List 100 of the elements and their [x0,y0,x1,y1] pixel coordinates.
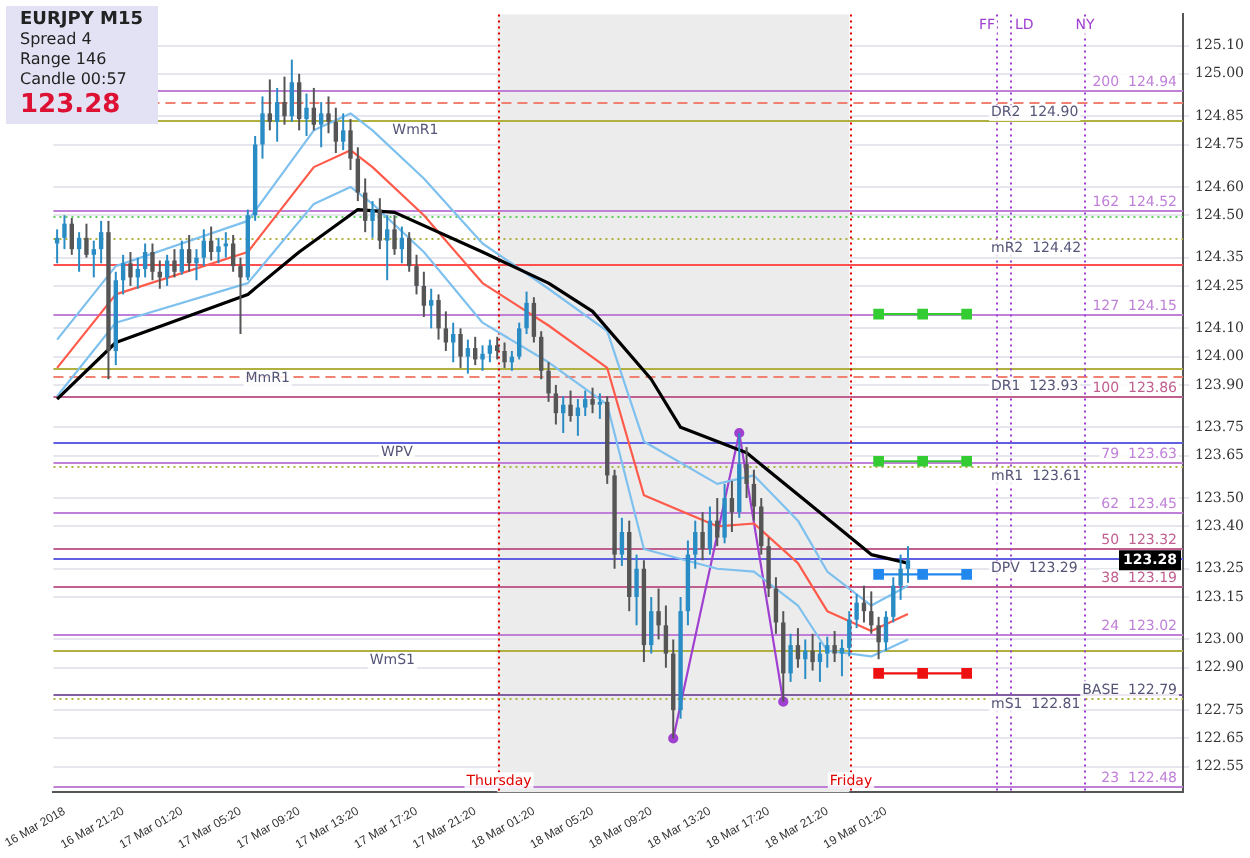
point [917,668,928,679]
candlestick [700,511,705,562]
point [917,569,928,580]
candlestick [443,310,449,352]
candlestick [759,497,764,556]
candlestick [377,197,383,251]
candlestick [693,519,698,570]
candlestick [370,200,375,239]
candlestick [216,236,221,265]
candlestick [150,242,155,282]
candlestick [729,480,735,533]
candlestick [179,239,185,276]
candlestick [751,468,757,522]
candlestick [296,72,302,132]
point [873,308,884,320]
point [873,569,884,580]
candlestick [839,638,845,678]
candlestick [311,86,317,132]
point [917,455,928,467]
annotation: Spread 4 [18,30,94,50]
candlestick [289,58,295,123]
point [873,455,884,467]
candlestick [553,383,559,426]
candlestick [891,576,896,624]
point [873,668,884,679]
candlestick [583,389,588,418]
candlestick [194,248,199,282]
candlestick [186,234,192,273]
candlestick [142,242,148,279]
candlestick [392,214,397,256]
point [961,569,972,580]
candlestick [201,228,207,268]
point [961,308,972,320]
candlestick [326,95,331,135]
candlestick [98,219,104,265]
candlestick [480,344,485,372]
candlestick [84,222,89,259]
candlestick [656,587,661,641]
candlestick [436,293,441,341]
candlestick [539,330,544,381]
candlestick [795,627,801,669]
annotation: Candle 00:57 [18,70,129,90]
candlestick [223,231,229,259]
candlestick [230,234,236,273]
candlestick [487,338,493,364]
candlestick [905,545,911,584]
candlestick [120,253,126,296]
candlestick [744,446,749,500]
candlestick [348,118,353,171]
candlestick [267,78,273,132]
candlestick [340,112,346,152]
candlestick [128,250,133,287]
candlestick [282,75,287,126]
candlestick [649,596,654,655]
candlestick [428,287,434,330]
candlestick [260,95,265,160]
candlestick [825,635,830,669]
point [961,668,972,679]
candlestick [898,553,903,601]
candlestick [854,593,859,630]
candlestick [318,101,324,149]
candlestick [172,248,177,279]
annotation: EURJPY M15 [18,10,145,30]
candlestick [355,146,361,203]
candlestick [238,256,243,335]
annotation: Range 146 [18,50,109,70]
candlestick [333,106,339,154]
candlestick [524,290,529,335]
candlestick [634,553,639,627]
candlestick [517,321,522,361]
candlestick [531,296,537,344]
candlestick [707,505,713,556]
candlestick [164,253,170,287]
annotation: 123.28 [18,90,123,120]
candlestick [876,615,881,661]
candlestick [847,610,852,658]
candlestick [502,341,507,369]
candlestick [715,497,720,548]
point [961,455,972,467]
candlestick [304,92,309,138]
candlestick [663,604,669,669]
candlestick [362,177,368,234]
candlestick [62,214,67,251]
candlestick [788,632,793,683]
candlestick [414,253,419,296]
candlestick [597,392,603,420]
candlestick [458,327,463,369]
candlestick [91,239,96,279]
candlestick [869,590,874,635]
candlestick [619,516,625,567]
candlestick [384,214,390,282]
point [917,308,928,320]
candlestick [832,629,837,664]
candlestick [766,536,771,599]
candlestick [495,335,500,361]
candlestick [406,231,412,273]
candlestick [568,389,573,423]
candlestick [546,361,551,403]
candlestick [465,338,471,375]
candlestick [590,386,595,415]
